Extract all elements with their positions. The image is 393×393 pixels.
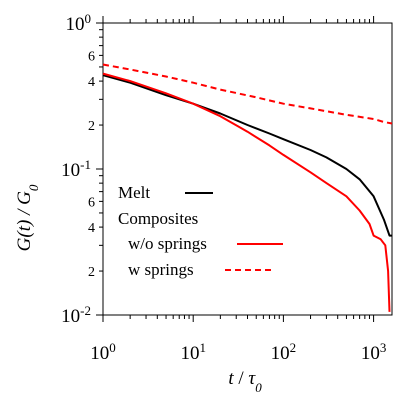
y-minor-tick-label: 2 bbox=[88, 265, 95, 280]
y-minor-tick-label: 2 bbox=[88, 119, 95, 134]
x-tick-label: 102 bbox=[271, 340, 297, 365]
legend-w-springs-label: w springs bbox=[128, 260, 194, 279]
y-axis-label: G(t) / G0 bbox=[14, 184, 41, 251]
y-minor-tick-label: 6 bbox=[88, 49, 95, 64]
axis-ticks bbox=[96, 16, 375, 322]
legend-composites-heading: Composites bbox=[118, 209, 198, 228]
x-tick-label: 103 bbox=[361, 340, 387, 365]
legend: Melt Composites w/o springs w springs bbox=[118, 183, 283, 279]
legend-wo-springs-label: w/o springs bbox=[128, 234, 207, 253]
series-lines bbox=[102, 63, 393, 312]
x-tick-label: 101 bbox=[180, 340, 206, 365]
series-line-w-springs bbox=[102, 63, 393, 125]
series-line-w-o-springs bbox=[102, 72, 391, 312]
x-tick-label: 100 bbox=[90, 340, 116, 365]
legend-melt-label: Melt bbox=[118, 183, 150, 202]
tick-labels: 100 101 102 103 100 10-1 10-2 6 4 2 6 4 2 bbox=[61, 11, 386, 365]
y-tick-label: 10-1 bbox=[61, 157, 91, 182]
y-minor-tick-label: 4 bbox=[88, 75, 95, 90]
y-tick-label: 10-2 bbox=[61, 303, 91, 328]
y-tick-label: 100 bbox=[66, 11, 92, 36]
y-minor-tick-label: 6 bbox=[88, 195, 95, 210]
x-axis-label: t / τ0 bbox=[228, 368, 262, 393]
y-minor-tick-label: 4 bbox=[88, 221, 95, 236]
